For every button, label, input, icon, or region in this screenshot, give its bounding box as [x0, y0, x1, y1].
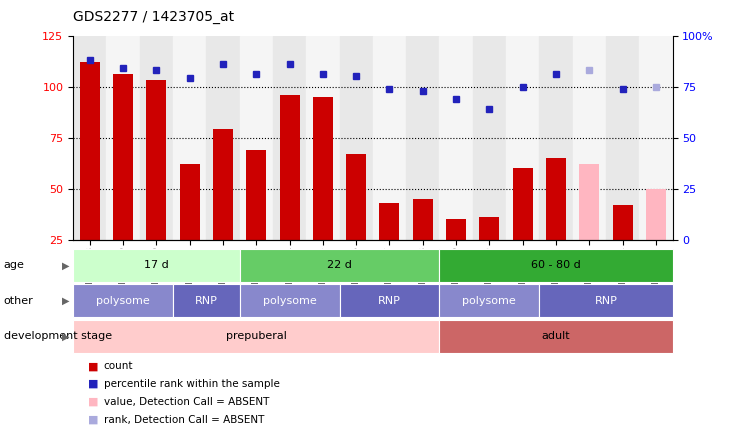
Text: ■: ■	[88, 379, 98, 389]
Bar	[512, 168, 533, 240]
Text: 60 - 80 d: 60 - 80 d	[531, 260, 581, 270]
Text: 17 d: 17 d	[144, 260, 169, 270]
Text: ■: ■	[88, 415, 98, 424]
Bar	[240, 36, 273, 240]
Bar	[246, 150, 266, 240]
Bar	[339, 36, 373, 240]
Bar	[613, 205, 632, 240]
Bar	[606, 36, 639, 240]
Text: age: age	[4, 260, 25, 270]
Bar	[313, 97, 333, 240]
Bar	[379, 203, 399, 240]
Text: rank, Detection Call = ABSENT: rank, Detection Call = ABSENT	[104, 415, 264, 424]
Bar	[639, 36, 673, 240]
Bar	[113, 74, 133, 240]
Text: polysome: polysome	[96, 296, 150, 306]
Bar	[140, 36, 173, 240]
Bar	[173, 36, 206, 240]
Bar	[346, 154, 366, 240]
Bar	[480, 217, 499, 240]
Bar	[213, 130, 233, 240]
Bar	[406, 36, 439, 240]
Bar	[107, 36, 140, 240]
Text: polysome: polysome	[262, 296, 317, 306]
Text: count: count	[104, 361, 133, 371]
Bar	[473, 36, 506, 240]
Bar	[413, 199, 433, 240]
Text: percentile rank within the sample: percentile rank within the sample	[104, 379, 280, 389]
Bar	[273, 36, 306, 240]
Text: adult: adult	[542, 331, 570, 341]
Bar	[546, 158, 566, 240]
Bar	[306, 36, 339, 240]
Bar	[146, 80, 167, 240]
Bar	[446, 219, 466, 240]
Text: 22 d: 22 d	[327, 260, 352, 270]
Text: polysome: polysome	[463, 296, 516, 306]
Bar	[572, 36, 606, 240]
Bar	[180, 164, 200, 240]
Text: ▶: ▶	[62, 260, 69, 270]
Bar	[373, 36, 406, 240]
Text: ■: ■	[88, 361, 98, 371]
Bar	[646, 189, 666, 240]
Text: ■: ■	[88, 397, 98, 407]
Bar	[579, 164, 599, 240]
Text: RNP: RNP	[594, 296, 618, 306]
Bar	[73, 36, 107, 240]
Bar	[80, 62, 99, 240]
Text: development stage: development stage	[4, 331, 112, 341]
Bar	[539, 36, 572, 240]
Text: ▶: ▶	[62, 331, 69, 341]
Text: RNP: RNP	[195, 296, 218, 306]
Bar	[279, 95, 300, 240]
Text: ▶: ▶	[62, 296, 69, 306]
Bar	[506, 36, 539, 240]
Text: value, Detection Call = ABSENT: value, Detection Call = ABSENT	[104, 397, 269, 407]
Text: GDS2277 / 1423705_at: GDS2277 / 1423705_at	[73, 10, 234, 24]
Text: prepuberal: prepuberal	[226, 331, 287, 341]
Bar	[206, 36, 240, 240]
Text: RNP: RNP	[378, 296, 401, 306]
Text: other: other	[4, 296, 34, 306]
Bar	[439, 36, 473, 240]
